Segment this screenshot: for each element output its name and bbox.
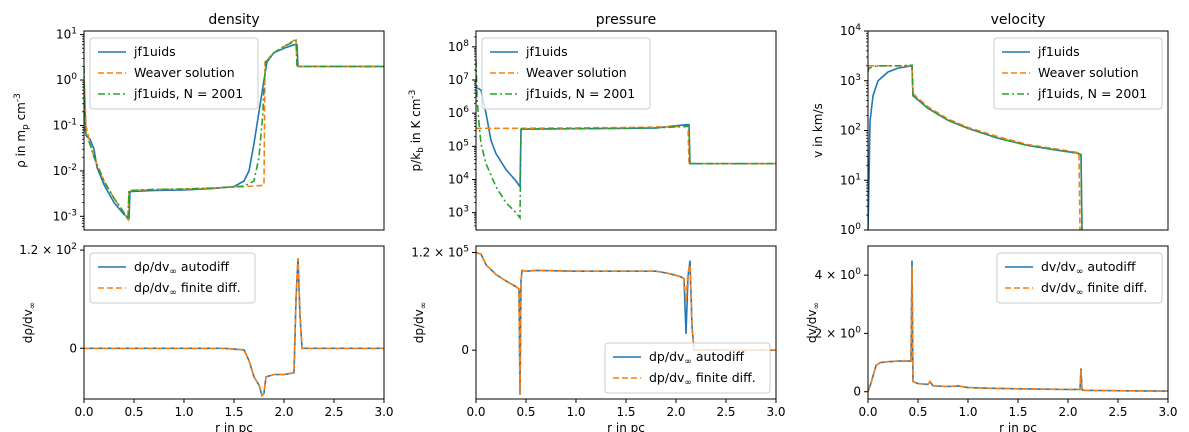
velocity-bottom-xtick-label: 2.0 [1058,405,1077,419]
pressure-top-ytick-label: 103 [448,205,469,220]
velocity-bottom-xtick-label: 1.0 [958,405,977,419]
pressure-top-legend-label-2: jf1uids, N = 2001 [525,86,635,101]
pressure-bottom-xtick-label: 0.0 [466,405,485,419]
pressure-bottom-ytick-label: 0 [461,343,469,357]
velocity-top-legend: jf1uids Weaver solution jf1uids, N = 2001 [993,37,1163,110]
density-top-title: density [208,12,259,28]
density-top-ytick-label: 101 [56,27,77,42]
density-bottom-ytick-label: 0 [69,341,77,355]
velocity-top-ytick-label: 100 [840,222,861,237]
density-bottom-xtick-label: 0.0 [74,405,93,419]
pressure-bottom-ytick-label: 1.2 × 105 [411,245,469,260]
velocity-bottom-ytick-label: 0 [853,385,861,399]
velocity-bottom-legend-label-1: dv/dv∞ finite diff. [1041,280,1147,298]
density-top-legend-label-0: jf1uids [133,44,176,59]
velocity-top-ylabel: v in km/s [811,103,825,158]
pressure-top-legend-label-1: Weaver solution [526,65,627,80]
pressure-top-title: pressure [596,12,656,28]
density-top-legend-label-2: jf1uids, N = 2001 [133,86,243,101]
velocity-bottom-xtick-label: 3.0 [1158,405,1177,419]
density-bottom-xtick-label: 1.0 [174,405,193,419]
pressure-top-ytick-label: 106 [448,105,469,120]
pressure-top-ylabel: p/kb in K cm-3 [408,90,426,172]
density-bottom-legend-label-0: dρ/dv∞ autodiff [134,259,229,277]
velocity-bottom-legend-label-0: dv/dv∞ autodiff [1041,259,1136,277]
density-top-panel: 10-3 10-2 10-1 100 101 density ρ in mp cm-3 jf1… [13,12,385,231]
velocity-bottom-legend: dv/dv∞ autodiff dv/dv∞ finite diff. [996,252,1163,304]
density-top-ylabel: ρ in mp cm-3 [13,93,31,168]
pressure-top-ytick-label: 104 [448,171,469,186]
density-top-ytick-label: 10-2 [53,163,77,178]
pressure-bottom-xtick-label: 0.5 [516,405,535,419]
pressure-bottom-legend-label-0: dp/dv∞ autodiff [649,349,744,367]
density-bottom-ylabel: dρ/dv∞ [21,302,38,344]
velocity-top-panel: 100 101 102 103 104 velocity v in km/s jf1uids W… [811,12,1169,237]
pressure-bottom-ylabel: dp/dv∞ [412,302,429,344]
velocity-top-ytick-label: 102 [840,123,861,138]
density-top-legend: jf1uids Weaver solution jf1uids, N = 2001 [89,37,259,110]
velocity-bottom-panel: 0 2 × 100 4 × 100 0.0 0.5 1.0 1.5 2.0 2.5 3.0 r in… [805,245,1178,432]
pressure-bottom-xtick-label: 1.5 [616,405,635,419]
velocity-bottom-ytick-label: 2 × 100 [815,325,862,340]
velocity-top-series-0-line [868,64,1083,230]
density-bottom-xtick-label: 3.0 [374,405,393,419]
density-bottom-panel: 0 1.2 × 102 0.0 0.5 1.0 1.5 2.0 2.5 3.0 r in pc dρ… [19,242,393,432]
density-bottom-xtick-label: 2.0 [274,405,293,419]
velocity-top-legend-label-1: Weaver solution [1038,65,1139,80]
density-bottom-ytick-label: 1.2 × 102 [19,242,77,257]
velocity-bottom-xtick-label: 2.5 [1108,405,1127,419]
pressure-top-ytick-label: 105 [448,138,469,153]
density-top-axes-frame [83,30,385,231]
pressure-top-series-2-line [476,59,776,221]
pressure-top-ytick-label: 107 [448,72,469,87]
velocity-top-series-2-line [868,64,1083,230]
velocity-top-ytick-label: 103 [840,73,861,88]
velocity-top-legend-label-2: jf1uids, N = 2001 [1037,86,1147,101]
density-bottom-legend: dρ/dv∞ autodiff dρ/dv∞ finite diff. [89,252,256,304]
pressure-bottom-series-1-line [476,251,776,395]
density-top-ytick-label: 10-3 [53,208,77,223]
velocity-bottom-xtick-label: 0.0 [858,405,877,419]
pressure-bottom-legend-box [604,342,771,394]
velocity-top-legend-box [993,37,1163,110]
density-bottom-legend-label-1: dρ/dv∞ finite diff. [134,280,241,298]
density-bottom-xtick-label: 0.5 [124,405,143,419]
density-bottom-xtick-label: 2.5 [324,405,343,419]
velocity-top-ytick-label: 104 [840,23,861,38]
velocity-bottom-ylabel: dv/dv∞ [805,302,822,343]
pressure-bottom-xtick-label: 1.0 [566,405,585,419]
density-bottom-xtick-label: 1.5 [224,405,243,419]
density-top-legend-label-1: Weaver solution [134,65,235,80]
pressure-bottom-xtick-label: 2.5 [716,405,735,419]
velocity-top-title: velocity [991,12,1046,28]
velocity-top-legend-label-0: jf1uids [1037,44,1080,59]
pressure-bottom-legend: dp/dv∞ autodiff dp/dv∞ finite diff. [604,342,771,394]
velocity-top-series-1-line [868,65,1081,230]
velocity-bottom-xlabel: r in pc [999,421,1037,432]
density-bottom-xlabel: r in pc [215,421,253,432]
pressure-bottom-xtick-label: 2.0 [666,405,685,419]
velocity-bottom-ytick-label: 4 × 100 [815,267,862,282]
pressure-top-legend-label-0: jf1uids [525,44,568,59]
velocity-bottom-xtick-label: 1.5 [1008,405,1027,419]
pressure-top-legend-box [481,37,651,110]
velocity-bottom-legend-box [996,252,1163,304]
density-top-legend-box [89,37,259,110]
pressure-top-legend: jf1uids Weaver solution jf1uids, N = 2001 [481,37,651,110]
density-top-ytick-label: 100 [56,72,77,87]
pressure-top-panel: 103 104 105 106 107 108 pressure p/kb in K cm-3… [408,12,777,231]
velocity-bottom-series-1-line [868,266,1168,392]
density-bottom-legend-box [89,252,256,304]
density-top-ytick-label: 10-1 [53,117,77,132]
velocity-bottom-xtick-label: 0.5 [908,405,927,419]
pressure-bottom-xtick-label: 3.0 [766,405,785,419]
pressure-bottom-panel: 0 1.2 × 105 0.0 0.5 1.0 1.5 2.0 2.5 3.0 r in pc dp… [411,245,785,432]
pressure-bottom-xlabel: r in pc [607,421,645,432]
velocity-top-ytick-label: 101 [840,172,861,187]
pressure-bottom-legend-label-1: dp/dv∞ finite diff. [649,370,756,388]
density-bottom-series-1-line [84,258,384,398]
pressure-top-ytick-label: 108 [448,39,469,54]
